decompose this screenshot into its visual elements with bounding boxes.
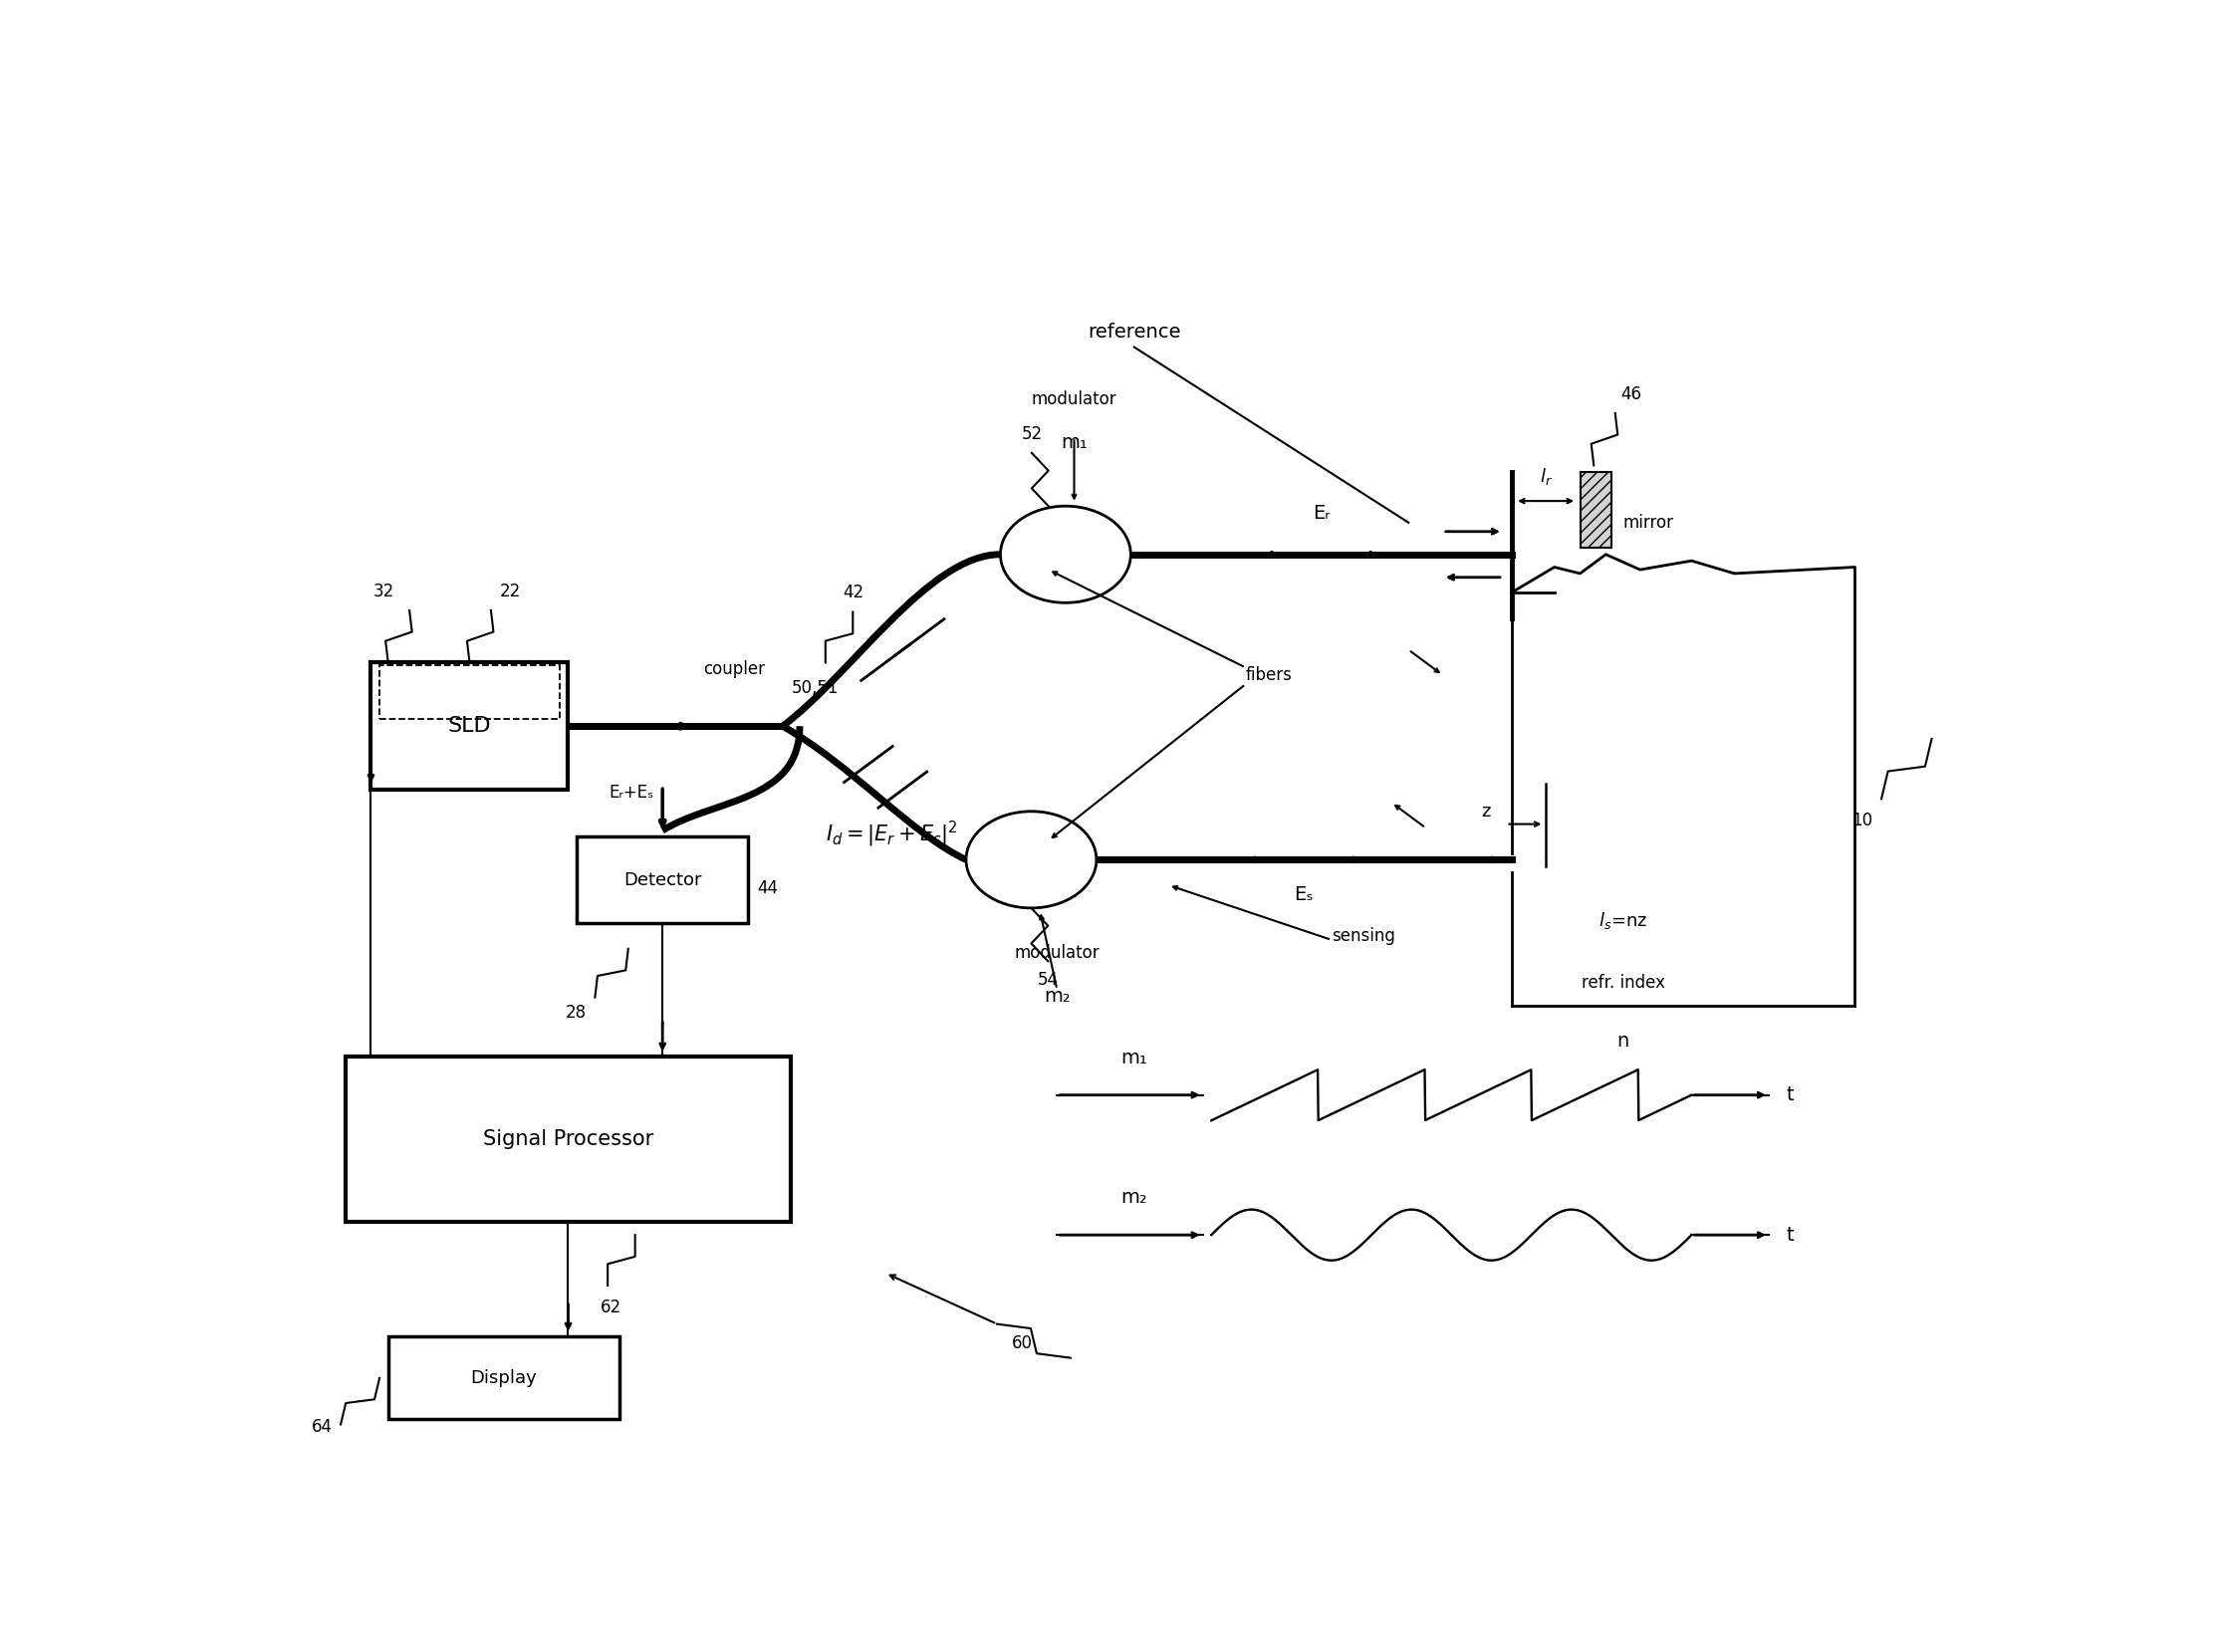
Text: sensing: sensing [1332,927,1394,945]
Bar [345,1057,792,1222]
Bar [381,666,560,719]
Circle shape [1000,506,1131,603]
Bar [372,662,569,790]
Bar [1580,472,1611,548]
Text: Detector: Detector [624,871,702,889]
Bar [578,838,748,923]
Text: 60: 60 [1011,1335,1033,1351]
Text: t: t [1786,1226,1793,1244]
Text: 50,51: 50,51 [792,679,839,697]
Text: mirror: mirror [1622,514,1673,532]
Text: Display: Display [471,1370,538,1388]
Text: 54: 54 [1038,971,1058,990]
Text: 28: 28 [564,1004,586,1021]
Text: 46: 46 [1620,385,1642,403]
Text: m₂: m₂ [1045,986,1071,1006]
Text: 62: 62 [600,1298,622,1317]
Text: $I_d = |E_r + E_s|^2$: $I_d = |E_r + E_s|^2$ [825,819,958,849]
Text: 52: 52 [1020,425,1042,443]
Text: Signal Processor: Signal Processor [482,1130,653,1150]
Text: m₁: m₁ [1060,433,1087,453]
Text: coupler: coupler [704,659,766,677]
Text: z: z [1480,803,1492,821]
Text: 32: 32 [374,582,394,600]
Text: 64: 64 [312,1417,332,1436]
Text: modulator: modulator [1014,943,1100,961]
Text: Eᵣ: Eᵣ [1312,504,1330,522]
Text: t: t [1786,1085,1793,1105]
Text: 22: 22 [500,582,520,600]
Text: m₂: m₂ [1120,1188,1149,1208]
Text: 44: 44 [757,881,777,897]
Text: reference: reference [1087,322,1182,342]
Text: m₁: m₁ [1120,1047,1149,1067]
Text: refr. index: refr. index [1580,975,1664,993]
Text: $l_s$=nz: $l_s$=nz [1598,910,1646,932]
Text: 42: 42 [843,583,863,601]
Text: modulator: modulator [1031,390,1118,408]
Text: Eᵣ+Eₛ: Eᵣ+Eₛ [609,783,653,801]
Text: $l_r$: $l_r$ [1540,466,1551,487]
Text: SLD: SLD [447,717,491,737]
Text: Eₛ: Eₛ [1295,885,1315,904]
Circle shape [967,811,1095,909]
Bar [387,1336,620,1419]
Text: fibers: fibers [1246,666,1292,684]
Text: 10: 10 [1852,811,1872,829]
Text: n: n [1618,1031,1629,1051]
